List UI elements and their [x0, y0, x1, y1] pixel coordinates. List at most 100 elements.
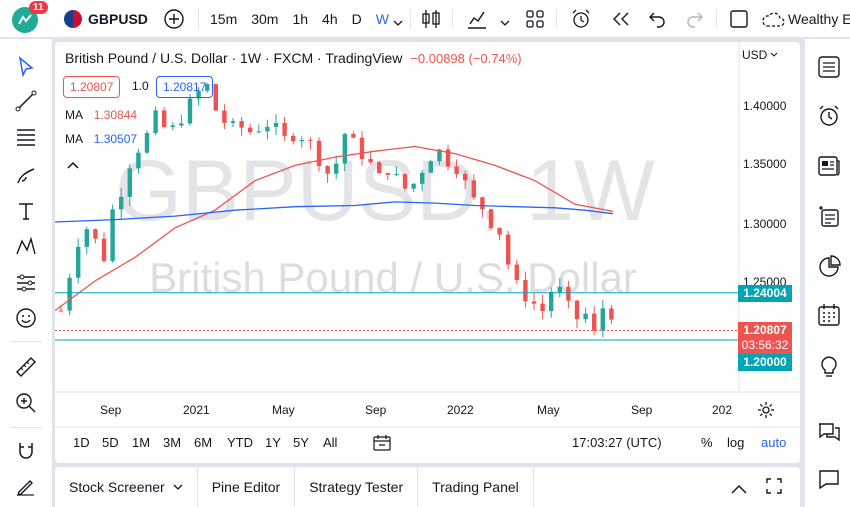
chart-type-button[interactable] [421, 8, 441, 35]
gear-icon [758, 402, 774, 418]
maximize-panel-button[interactable] [766, 478, 782, 499]
candle-body [291, 135, 296, 142]
candle-body [58, 310, 64, 312]
data-window-button[interactable] [813, 252, 845, 282]
symbol-search[interactable]: GBPUSD [64, 0, 148, 38]
candle-body [463, 173, 468, 181]
tab-label: Pine Editor [211, 479, 281, 495]
percent-toggle[interactable]: % [701, 435, 713, 450]
chevron-up-icon [67, 161, 79, 169]
candle-body [359, 137, 365, 160]
range-3m[interactable]: 3M [163, 435, 182, 450]
auto-toggle[interactable]: auto [761, 435, 787, 450]
chart-settings-button[interactable] [757, 401, 775, 424]
tab-trading-panel[interactable]: Trading Panel [418, 467, 534, 507]
ideas-button[interactable] [813, 351, 845, 381]
news-button[interactable] [813, 151, 845, 181]
candle-body [119, 196, 124, 210]
range-all[interactable]: All [323, 435, 338, 450]
currency-label: USD [742, 48, 768, 62]
indicators-dropdown[interactable] [500, 14, 510, 32]
interval-w[interactable]: W [375, 11, 389, 27]
fib-tool[interactable] [10, 123, 42, 151]
log-toggle[interactable]: log [727, 435, 745, 450]
candle-body [76, 246, 81, 278]
cursor-tool[interactable] [10, 53, 42, 81]
brush-tool[interactable] [10, 161, 42, 189]
tab-stock-screener[interactable]: Stock Screener [55, 467, 198, 507]
smiley-icon [16, 308, 36, 328]
trendline-tool[interactable] [10, 87, 42, 115]
chat-bubbles-icon [819, 423, 840, 442]
range-ytd[interactable]: YTD [227, 435, 253, 450]
range-5d[interactable]: 5D [102, 435, 119, 450]
layout-button[interactable] [525, 9, 545, 34]
chart-pane[interactable]: GBPUSD, 1W British Pound / U.S. Dollar 1… [55, 42, 800, 463]
drawing-toolbar [0, 39, 52, 507]
layout-grid-icon [526, 10, 544, 28]
account-menu[interactable]: Wealthy E [760, 0, 850, 38]
indicators-button[interactable] [466, 8, 488, 35]
calendar-button[interactable] [813, 300, 845, 330]
range-5y[interactable]: 5Y [293, 435, 309, 450]
candle-body [101, 238, 107, 262]
chevron-down-icon [770, 52, 778, 57]
currency-selector[interactable]: USD [742, 48, 778, 62]
range-1d[interactable]: 1D [73, 435, 90, 450]
symbol-name: GBPUSD [88, 11, 148, 27]
plus-circle-icon [164, 9, 184, 29]
candle-body [308, 139, 313, 141]
sell-price[interactable]: 1.20807 [63, 76, 121, 98]
watchlist-button[interactable] [813, 52, 845, 82]
compare-button[interactable] [163, 8, 185, 30]
ma1-value: 1.30844 [93, 108, 138, 122]
prediction-tool[interactable] [10, 269, 42, 297]
brush-icon [17, 168, 35, 184]
candle-body [566, 286, 571, 301]
goto-date-button[interactable] [373, 435, 391, 456]
logo-button[interactable]: 11 [12, 1, 48, 33]
interval-d[interactable]: D [351, 11, 362, 27]
calendar-icon [818, 304, 840, 326]
price-chart[interactable]: GBPUSD, 1W British Pound / U.S. Dollar 1… [55, 42, 800, 463]
chats-button[interactable] [813, 417, 845, 447]
tab-strategy-tester[interactable]: Strategy Tester [295, 467, 419, 507]
time-tick: 2022 [447, 403, 474, 417]
undo-button[interactable] [648, 10, 666, 33]
time-tick: Sep [365, 403, 387, 417]
utc-clock[interactable]: 17:03:27 (UTC) [572, 435, 662, 450]
magnet-tool[interactable] [10, 437, 42, 465]
buy-price[interactable]: 1.20817 [156, 76, 214, 98]
range-1y[interactable]: 1Y [265, 435, 281, 450]
candle-body [222, 110, 227, 123]
fullscreen-toggle[interactable] [729, 9, 749, 34]
redo-button[interactable] [686, 10, 704, 33]
collapse-panel-button[interactable] [731, 481, 747, 499]
pattern-tool[interactable] [10, 233, 42, 261]
interval-15m[interactable]: 15m [210, 11, 238, 27]
time-tick: May [272, 403, 295, 417]
replay-button[interactable] [611, 10, 631, 33]
measure-tool[interactable] [10, 353, 42, 381]
time-tick: Sep [631, 403, 653, 417]
interval-30m[interactable]: 30m [251, 11, 279, 27]
text-tool[interactable] [10, 197, 42, 225]
interval-4h[interactable]: 4h [322, 11, 338, 27]
zoom-tool[interactable] [10, 389, 42, 417]
icons-tool[interactable] [10, 304, 42, 332]
range-1m[interactable]: 1M [132, 435, 151, 450]
interval-dropdown[interactable] [393, 14, 403, 32]
tab-pine-editor[interactable]: Pine Editor [198, 467, 296, 507]
interval-1h[interactable]: 1h [292, 11, 309, 27]
help-chat-button[interactable] [813, 464, 845, 494]
candle-body [342, 133, 347, 164]
alert-button[interactable] [570, 8, 592, 35]
candle-body [334, 163, 339, 174]
collapse-legend-button[interactable] [67, 156, 79, 174]
cloud-icon [762, 12, 785, 27]
alerts-button[interactable] [813, 101, 845, 131]
candle-body [411, 183, 416, 189]
hotlists-button[interactable] [813, 202, 845, 232]
range-6m[interactable]: 6M [194, 435, 213, 450]
draw-mode-tool[interactable] [10, 473, 42, 501]
